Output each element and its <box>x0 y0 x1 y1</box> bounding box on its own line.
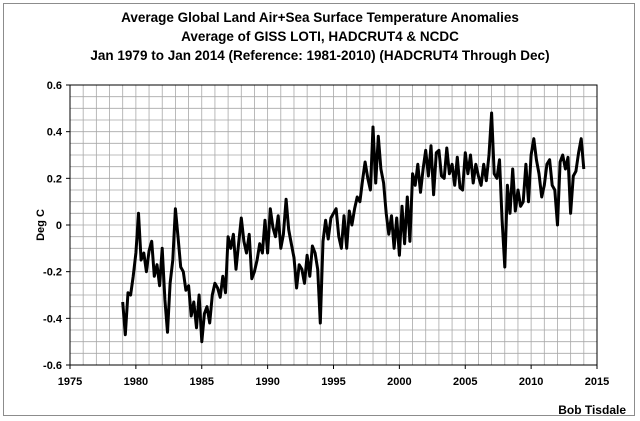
y-tick-label: 0 <box>56 220 62 232</box>
y-tick-label: -0.6 <box>43 360 62 372</box>
x-tick-label: 2005 <box>453 376 477 388</box>
x-tick-label: 2015 <box>585 376 609 388</box>
chart-title-line-2: Average of GISS LOTI, HADCRUT4 & NCDC <box>181 29 459 44</box>
author-credit: Bob Tisdale <box>558 403 626 417</box>
y-tick-label: -0.4 <box>43 313 63 325</box>
x-axis-ticks: 1975 1980 1985 1990 1995 2000 2005 2010 2015 <box>58 365 609 388</box>
x-tick-label: 2000 <box>387 376 411 388</box>
y-axis-ticks: -0.6 -0.4 -0.2 0 0.2 0.4 0.6 <box>43 80 70 372</box>
y-tick-label: 0.6 <box>47 80 62 92</box>
series-line-anomaly <box>121 111 586 344</box>
y-tick-label: 0.4 <box>47 127 63 139</box>
x-tick-label: 1995 <box>321 376 345 388</box>
x-tick-label: 1980 <box>124 376 148 388</box>
y-axis-label: Deg C <box>35 209 47 241</box>
y-tick-label: 0.2 <box>47 173 62 185</box>
x-tick-label: 1975 <box>58 376 82 388</box>
chart-frame <box>3 3 635 416</box>
x-tick-label: 1990 <box>255 376 279 388</box>
chart-title-line-1: Average Global Land Air+Sea Surface Temp… <box>121 10 519 25</box>
chart-title-line-3: Jan 1979 to Jan 2014 (Reference: 1981-20… <box>90 48 550 63</box>
x-tick-label: 2010 <box>519 376 543 388</box>
grid <box>70 85 597 365</box>
y-tick-label: -0.2 <box>43 267 62 279</box>
x-tick-label: 1985 <box>190 376 214 388</box>
